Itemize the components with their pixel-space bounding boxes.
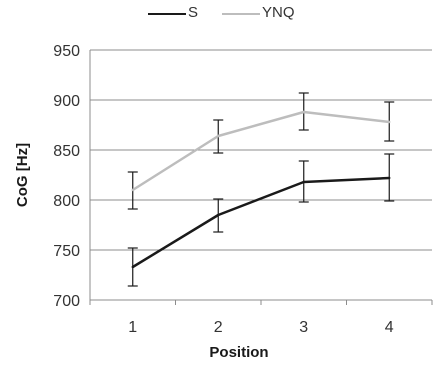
data-point-s-2: [217, 213, 220, 217]
legend-swatch-ynq: [222, 13, 260, 15]
legend-label-ynq: YNQ: [262, 4, 295, 21]
data-point-ynq-4: [388, 120, 391, 124]
x-tick-label-1: 1: [128, 319, 137, 336]
data-point-s-4: [388, 176, 391, 180]
y-tick-label-750: 750: [53, 243, 80, 260]
series-line-ynq: [132, 110, 390, 192]
x-tick-label-3: 3: [299, 319, 308, 336]
chart-legend: S YNQ: [0, 2, 433, 28]
data-point-s-3: [302, 180, 305, 184]
y-axis-title: CoG [Hz]: [14, 143, 31, 207]
x-tick-label-4: 4: [385, 319, 394, 336]
legend-swatch-s: [148, 13, 186, 15]
data-point-s-1: [131, 265, 134, 269]
data-point-ynq-2: [217, 134, 220, 138]
x-tick-label-2: 2: [214, 319, 223, 336]
y-tick-label-700: 700: [53, 293, 80, 310]
data-point-ynq-3: [302, 110, 305, 114]
data-point-ynq-1: [131, 188, 134, 192]
y-tick-label-900: 900: [53, 93, 80, 110]
y-tick-label-800: 800: [53, 193, 80, 210]
x-axis-title: Position: [209, 344, 268, 361]
y-tick-label-950: 950: [53, 43, 80, 60]
legend-label-s: S: [188, 4, 199, 21]
series-line-s: [132, 176, 390, 269]
y-tick-label-850: 850: [53, 143, 80, 160]
